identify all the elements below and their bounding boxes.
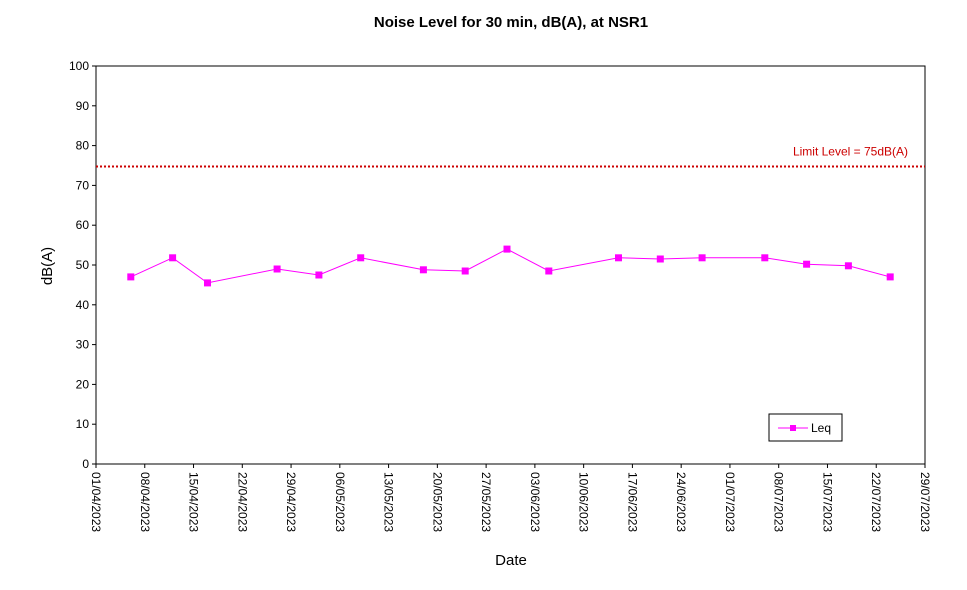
y-tick-label: 10 <box>76 417 90 431</box>
y-tick-label: 20 <box>76 377 90 391</box>
y-tick-label: 40 <box>76 298 90 312</box>
data-point <box>803 260 811 268</box>
data-point <box>656 255 664 263</box>
data-point <box>204 279 211 287</box>
data-point <box>461 267 469 275</box>
x-tick-label: 22/04/2023 <box>235 472 249 532</box>
data-point <box>698 254 706 262</box>
y-axis-label: dB(A) <box>39 247 56 285</box>
y-tick-label: 70 <box>76 178 90 192</box>
y-tick-label: 100 <box>69 59 89 73</box>
x-tick-label: 06/05/2023 <box>333 472 347 532</box>
data-point <box>419 266 427 274</box>
data-point <box>169 254 177 262</box>
legend: Leq <box>768 413 843 442</box>
x-tick-label: 01/07/2023 <box>723 472 737 532</box>
x-tick-label: 29/04/2023 <box>284 472 298 532</box>
y-tick-label: 90 <box>76 99 90 113</box>
data-point <box>127 273 135 281</box>
series-leq <box>127 245 894 287</box>
x-tick-label: 22/07/2023 <box>869 472 883 532</box>
data-point <box>545 267 553 275</box>
series-line-leq <box>130 248 891 284</box>
x-axis-label: Date <box>495 552 527 569</box>
x-tick-label: 10/06/2023 <box>577 472 591 532</box>
y-tick-label: 80 <box>76 139 90 153</box>
legend-marker <box>790 425 796 431</box>
data-point <box>844 262 852 270</box>
x-tick-label: 29/07/2023 <box>918 472 932 532</box>
data-point <box>357 254 365 262</box>
x-tick-label: 03/06/2023 <box>528 472 542 532</box>
data-point <box>886 273 894 281</box>
data-point <box>761 254 769 262</box>
x-tick-label: 08/07/2023 <box>772 472 786 532</box>
plot-area <box>95 65 926 465</box>
chart-title: Noise Level for 30 min, dB(A), at NSR1 <box>374 14 648 31</box>
data-point <box>503 245 511 253</box>
y-tick-label: 30 <box>76 338 90 352</box>
data-point <box>315 271 323 279</box>
data-point <box>273 265 281 273</box>
x-tick-label: 01/04/2023 <box>89 472 103 532</box>
data-point <box>615 254 622 262</box>
x-tick-label: 15/04/2023 <box>187 472 201 532</box>
limit-label: Limit Level = 75dB(A) <box>793 145 908 159</box>
x-axis: 01/04/2023 08/04/2023 15/04/2023 22/04/2023… <box>89 464 932 532</box>
y-tick-label: 50 <box>76 258 90 272</box>
y-axis: 0 10 20 30 40 50 60 70 80 90 100 <box>69 59 96 471</box>
x-tick-label: 15/07/2023 <box>820 472 834 532</box>
x-tick-label: 17/06/2023 <box>625 472 639 532</box>
x-tick-label: 13/05/2023 <box>382 472 396 532</box>
x-tick-label: 24/06/2023 <box>674 472 688 532</box>
plot-frame <box>95 65 926 465</box>
x-tick-label: 08/04/2023 <box>138 472 152 532</box>
legend-label: Leq <box>811 421 831 435</box>
y-tick-label: 60 <box>76 218 90 232</box>
x-tick-label: 27/05/2023 <box>479 472 493 532</box>
y-tick-label: 0 <box>82 457 89 471</box>
x-tick-label: 20/05/2023 <box>430 472 444 532</box>
